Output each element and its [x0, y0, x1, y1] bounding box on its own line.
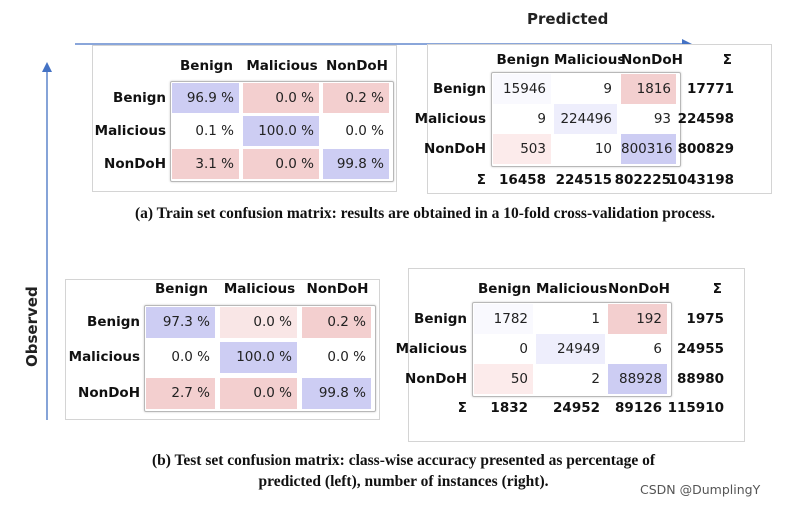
row-label-nondoh: NonDoH	[424, 141, 486, 157]
column-header-nondoh: NonDoH	[621, 52, 683, 68]
column-sum: 89126	[615, 400, 662, 416]
row-label-malicious: Malicious	[68, 349, 140, 365]
column-header-nondoh: NonDoH	[326, 58, 388, 74]
matrix-cell: 192	[608, 304, 667, 334]
matrix-cell-area	[144, 305, 376, 412]
matrix-cell: 0	[474, 334, 533, 364]
row-label-nondoh: NonDoH	[104, 156, 166, 172]
column-header-malicious: Malicious	[246, 58, 318, 74]
matrix-cell: 224496	[554, 104, 617, 134]
matrix-cell: 1782	[474, 304, 533, 334]
matrix-cell: 0.0 %	[146, 342, 215, 373]
matrix-cell: 88928	[608, 364, 667, 394]
matrix-cell: 10	[554, 134, 617, 164]
matrix-cell: 9	[554, 74, 617, 104]
matrix-cell: 50	[474, 364, 533, 394]
column-header-nondoh: NonDoH	[608, 281, 670, 297]
matrix-cell: 0.0 %	[302, 342, 371, 373]
matrix-cell: 1816	[621, 74, 676, 104]
matrix-cell: 800316	[621, 134, 676, 164]
matrix-cell: 0.0 %	[220, 307, 297, 338]
row-sum: 224598	[677, 111, 734, 127]
row-label-benign: Benign	[433, 81, 486, 97]
row-sum: 88980	[677, 371, 724, 387]
column-header-malicious: Malicious	[536, 281, 608, 297]
matrix-cell: 100.0 %	[220, 342, 297, 373]
test-count-matrix: Benign Benign Malicious Malicious NonDoH NonD…	[396, 268, 745, 442]
matrix-cell: 1	[536, 304, 605, 334]
matrix-cell: 0.0 %	[323, 116, 389, 146]
matrix-cell: 97.3 %	[146, 307, 215, 338]
matrix-cell: 2	[536, 364, 605, 394]
row-sum: 800829	[677, 141, 734, 157]
matrix-cell: 100.0 %	[243, 116, 319, 146]
row-label-malicious: Malicious	[414, 111, 486, 127]
matrix-cell: 96.9 %	[172, 83, 239, 113]
row-sum: 24955	[677, 341, 724, 357]
matrix-cell: 0.2 %	[302, 307, 371, 338]
train-percentage-matrix: Benign Benign Malicious Malicious NonDoH NonD…	[92, 45, 397, 192]
observed-axis-label: Observed	[23, 286, 41, 367]
row-label-benign: Benign	[414, 311, 467, 327]
row-sum: 1975	[686, 311, 724, 327]
sigma-column-header: Σ	[722, 52, 732, 68]
matrix-cell: 2.7 %	[146, 378, 215, 409]
matrix-cell: 0.0 %	[243, 149, 319, 179]
matrix-cell: 0.1 %	[172, 116, 239, 146]
column-sum: 224515	[555, 172, 612, 188]
row-label-nondoh: NonDoH	[405, 371, 467, 387]
matrix-cell: 93	[621, 104, 676, 134]
matrix-cell-area	[491, 72, 681, 167]
row-sum: 17771	[687, 81, 734, 97]
column-header-benign: Benign	[155, 281, 208, 297]
caption-b-line1: (b) Test set confusion matrix: class-wis…	[151, 452, 656, 469]
row-label-nondoh: NonDoH	[78, 385, 140, 401]
matrix-cell: 6	[608, 334, 667, 364]
sigma-row-label: Σ	[476, 172, 486, 188]
grand-total: 1043198	[668, 172, 734, 188]
sigma-column-header: Σ	[712, 281, 722, 297]
row-label-benign: Benign	[87, 314, 140, 330]
column-header-malicious: Malicious	[554, 52, 626, 68]
grand-total: 115910	[667, 400, 724, 416]
column-header-benign: Benign	[478, 281, 531, 297]
caption-b-line2: predicted (left), number of instances (r…	[258, 473, 549, 490]
column-sum: 802225	[614, 172, 671, 188]
row-label-malicious: Malicious	[395, 341, 467, 357]
matrix-cell: 99.8 %	[302, 378, 371, 409]
matrix-cell: 3.1 %	[172, 149, 239, 179]
matrix-cell: 15946	[493, 74, 551, 104]
matrix-cell: 0.0 %	[220, 378, 297, 409]
matrix-cell: 9	[493, 104, 551, 134]
test-percentage-matrix: Benign Benign Malicious Malicious NonDoH NonD…	[65, 279, 380, 420]
matrix-cell: 0.0 %	[243, 83, 319, 113]
predicted-axis-label: Predicted	[527, 10, 609, 28]
matrix-cell: 0.2 %	[323, 83, 389, 113]
watermark: CSDN @DumplingY	[640, 482, 761, 497]
matrix-cell-area	[472, 302, 672, 397]
row-label-malicious: Malicious	[94, 123, 166, 139]
matrix-cell-area	[170, 81, 394, 182]
observed-arrowhead	[42, 62, 52, 72]
column-header-benign: Benign	[496, 52, 550, 68]
train-count-matrix: Benign Benign Malicious Malicious NonDoH NonD…	[415, 44, 772, 194]
column-sum: 16458	[499, 172, 546, 188]
column-header-benign: Benign	[180, 58, 233, 74]
matrix-cell: 24949	[536, 334, 605, 364]
matrix-cell: 503	[493, 134, 551, 164]
column-sum: 1832	[490, 400, 528, 416]
matrix-cell: 99.8 %	[323, 149, 389, 179]
column-sum: 24952	[553, 400, 600, 416]
row-label-benign: Benign	[113, 90, 166, 106]
caption-a: (a) Train set confusion matrix: results …	[135, 205, 715, 222]
column-header-malicious: Malicious	[223, 281, 296, 297]
column-header-nondoh: NonDoH	[306, 281, 369, 297]
sigma-row-label: Σ	[457, 400, 467, 416]
